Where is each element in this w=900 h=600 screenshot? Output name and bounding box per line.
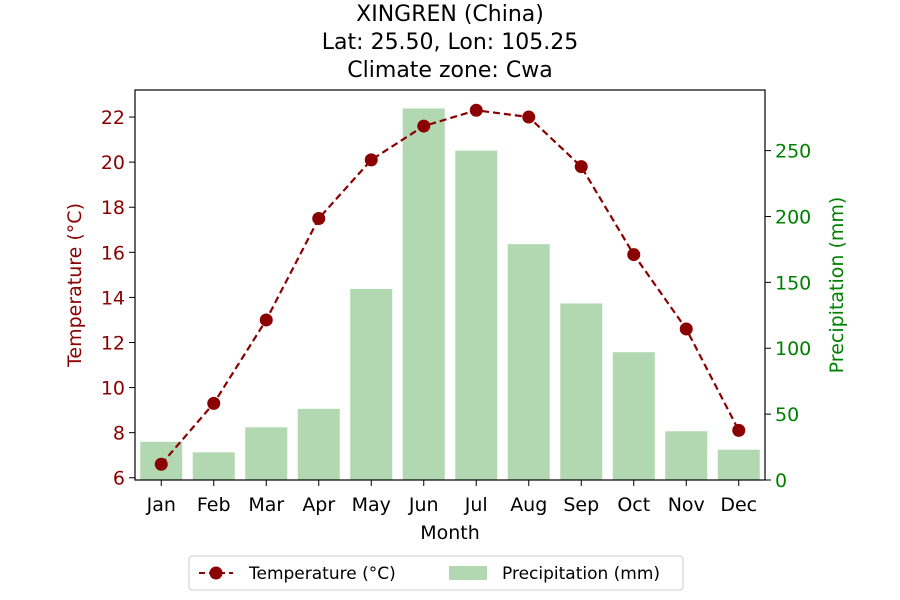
temperature-point-may xyxy=(364,153,378,167)
right-tick-label-0: 0 xyxy=(775,470,787,492)
temperature-point-aug xyxy=(522,110,536,124)
right-tick-label-250: 250 xyxy=(775,141,811,163)
right-tick-label-100: 100 xyxy=(775,338,811,360)
legend-precipitation-swatch xyxy=(449,566,487,580)
x-tick-label-aug: Aug xyxy=(510,494,547,516)
right-tick-label-50: 50 xyxy=(775,404,799,426)
precipitation-bar-sep xyxy=(560,303,603,480)
temperature-point-jan xyxy=(154,457,168,471)
title-line-2: Lat: 25.50, Lon: 105.25 xyxy=(322,30,578,55)
precipitation-bar-aug xyxy=(507,244,550,480)
temperature-line-series xyxy=(154,103,746,471)
precipitation-bar-dec xyxy=(717,449,760,480)
legend-temperature-label: Temperature (°C) xyxy=(248,564,396,584)
temperature-point-feb xyxy=(207,396,221,410)
legend-precipitation-label: Precipitation (mm) xyxy=(502,564,660,584)
right-axis-label: Precipitation (mm) xyxy=(826,197,848,374)
x-tick-label-jun: Jun xyxy=(408,494,439,516)
temperature-point-jul xyxy=(469,103,483,117)
x-axis-label: Month xyxy=(420,522,480,544)
left-tick-label-20: 20 xyxy=(101,152,125,174)
temperature-point-oct xyxy=(627,248,641,262)
temperature-line xyxy=(160,109,740,465)
right-tick-label-200: 200 xyxy=(775,206,811,228)
left-tick-label-22: 22 xyxy=(101,107,125,129)
title-line-1: XINGREN (China) xyxy=(356,2,544,27)
precipitation-bar-nov xyxy=(665,431,708,480)
x-tick-label-sep: Sep xyxy=(563,494,599,516)
x-tick-label-nov: Nov xyxy=(668,494,705,516)
temperature-point-dec xyxy=(732,423,746,437)
left-axis-label: Temperature (°C) xyxy=(64,203,86,368)
left-tick-label-16: 16 xyxy=(101,242,125,264)
left-tick-label-18: 18 xyxy=(101,197,125,219)
precipitation-bar-may xyxy=(350,288,393,480)
legend: Temperature (°C) Precipitation (mm) xyxy=(188,555,684,591)
x-tick-label-jan: Jan xyxy=(146,494,176,516)
left-tick-label-6: 6 xyxy=(113,468,125,490)
precipitation-bar-feb xyxy=(192,452,235,480)
left-tick-label-14: 14 xyxy=(101,287,125,309)
left-tick-label-12: 12 xyxy=(101,332,125,354)
precipitation-bar-mar xyxy=(245,427,288,480)
x-tick-label-mar: Mar xyxy=(248,494,284,516)
left-axis: 6 8 10 12 14 16 18 20 22 xyxy=(101,107,135,490)
left-tick-label-10: 10 xyxy=(101,378,125,400)
precipitation-bar-jul xyxy=(455,150,498,481)
precipitation-bar-oct xyxy=(612,352,655,480)
precipitation-bars xyxy=(140,108,760,481)
temperature-point-jun xyxy=(417,119,431,133)
precipitation-bar-jun xyxy=(402,108,445,480)
temperature-point-sep xyxy=(574,160,588,174)
precipitation-bar-apr xyxy=(297,408,340,480)
x-tick-label-may: May xyxy=(352,494,391,516)
temperature-point-apr xyxy=(312,211,326,225)
title-line-3: Climate zone: Cwa xyxy=(347,58,552,83)
x-tick-label-oct: Oct xyxy=(617,494,650,516)
x-tick-label-feb: Feb xyxy=(197,494,231,516)
right-axis: 0 50 100 150 200 250 xyxy=(765,141,811,492)
legend-box xyxy=(188,555,684,591)
temperature-point-nov xyxy=(679,322,693,336)
x-axis: Jan Feb Mar Apr May Jun Jul Aug Sep Oct Nov Dec xyxy=(146,480,757,516)
right-tick-label-150: 150 xyxy=(775,272,811,294)
left-tick-label-8: 8 xyxy=(113,423,125,445)
temperature-point-mar xyxy=(259,313,273,327)
x-tick-label-dec: Dec xyxy=(720,494,757,516)
plot-frame xyxy=(134,89,766,481)
x-tick-label-apr: Apr xyxy=(302,494,335,516)
x-tick-label-jul: Jul xyxy=(464,494,488,516)
chart-title: XINGREN (China) Lat: 25.50, Lon: 105.25 … xyxy=(322,2,578,83)
legend-temperature-marker xyxy=(209,566,223,580)
